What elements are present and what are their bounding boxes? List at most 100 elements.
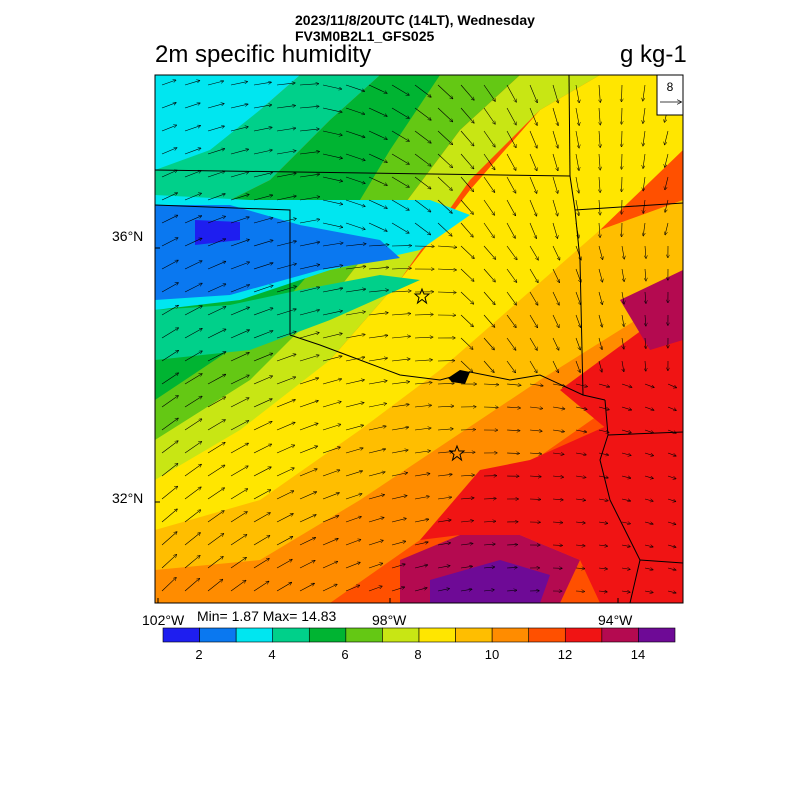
wind-vector (437, 269, 456, 270)
wind-vector (368, 495, 384, 500)
wind-vector (483, 314, 495, 327)
wind-vector (460, 314, 473, 327)
wind-vector (184, 351, 202, 362)
wind-vector (575, 545, 585, 546)
wind-vector (230, 421, 249, 431)
wind-vector (414, 222, 430, 235)
wind-vector (414, 337, 433, 338)
wind-vector (552, 383, 565, 386)
wind-vector (575, 199, 579, 215)
wind-vector (299, 333, 319, 339)
wind-vector (621, 383, 632, 387)
wind-vector (460, 268, 474, 281)
wind-vector (299, 515, 316, 523)
wind-vector (483, 222, 494, 238)
wind-vector (368, 313, 388, 316)
wind-vector (322, 199, 342, 204)
wind-vector (506, 199, 515, 216)
wind-vector (322, 130, 342, 135)
wind-vector (391, 587, 404, 592)
wind-vector (529, 199, 537, 216)
wind-vector (276, 264, 296, 270)
wind-vector (161, 170, 177, 178)
wind-vector (644, 475, 653, 478)
wind-vector (391, 359, 410, 362)
wind-vector (621, 291, 624, 304)
wind-vector (483, 107, 495, 124)
wind-vector (253, 558, 269, 569)
wind-vector (322, 470, 340, 477)
city-star-marker (448, 444, 466, 462)
wind-vector (506, 153, 516, 170)
wind-vector (665, 199, 669, 212)
wind-vector (575, 430, 586, 432)
wind-vector (529, 245, 538, 260)
wind-vector (667, 475, 676, 479)
wind-vector (345, 153, 365, 160)
wind-vector (230, 353, 249, 362)
wind-vector (253, 308, 273, 316)
wind-vector (299, 401, 318, 408)
wind-vector (506, 430, 520, 431)
wind-vector (299, 129, 319, 132)
wind-vector (276, 354, 296, 362)
wind-vector (460, 498, 474, 499)
wind-vector (460, 543, 473, 545)
wind-vector (460, 107, 474, 123)
wind-vector (161, 464, 178, 477)
wind-vector (437, 406, 454, 407)
lon-label-94w: 94°W (598, 612, 633, 628)
wind-vector (391, 382, 409, 385)
wind-vector (368, 245, 389, 246)
wind-vector (483, 360, 494, 372)
wind-vector (184, 533, 200, 546)
wind-vector (184, 81, 200, 86)
wind-vector (460, 130, 474, 146)
wind-vector (345, 130, 365, 137)
wind-vector (529, 407, 542, 409)
wind-vector (368, 472, 385, 477)
wind-vector (644, 406, 654, 410)
wind-vector (253, 513, 270, 523)
wind-vector (253, 263, 273, 270)
wind-vector (230, 307, 249, 316)
wind-vector (207, 420, 225, 431)
wind-vector (253, 467, 271, 477)
wind-vector (645, 291, 646, 303)
wind-vector (299, 560, 315, 569)
wind-vector (460, 199, 473, 214)
wind-vector (184, 103, 200, 109)
wind-vector (552, 153, 558, 171)
units-label: g kg-1 (620, 41, 687, 68)
wind-vector (667, 452, 676, 456)
reference-vector-box: 8 (656, 74, 684, 116)
wind-vector (460, 222, 473, 237)
colorbar-label: 4 (268, 647, 275, 662)
wind-vector (552, 360, 559, 373)
wind-vector (368, 199, 387, 208)
wind-vector (184, 261, 202, 270)
wind-vector (643, 176, 646, 191)
wind-vector (368, 563, 383, 569)
wind-vector (253, 105, 272, 109)
wind-vector (575, 568, 585, 569)
wind-vector (345, 517, 361, 523)
wind-vector (391, 84, 409, 95)
wind-vector (529, 153, 537, 171)
wind-vector (184, 464, 201, 477)
wind-vector (161, 283, 178, 293)
wind-vector (529, 84, 537, 103)
wind-vector (621, 84, 622, 102)
wind-vector (368, 586, 382, 592)
wind-vector (161, 441, 178, 454)
wind-vector (506, 245, 517, 260)
wind-vector (276, 377, 295, 385)
wind-vector (483, 384, 499, 385)
wind-vector (276, 151, 296, 155)
wind-vector (506, 84, 516, 102)
wind-vector (414, 153, 431, 166)
wind-vector (276, 468, 294, 477)
wind-vector (621, 268, 624, 281)
wind-vector (368, 222, 387, 231)
